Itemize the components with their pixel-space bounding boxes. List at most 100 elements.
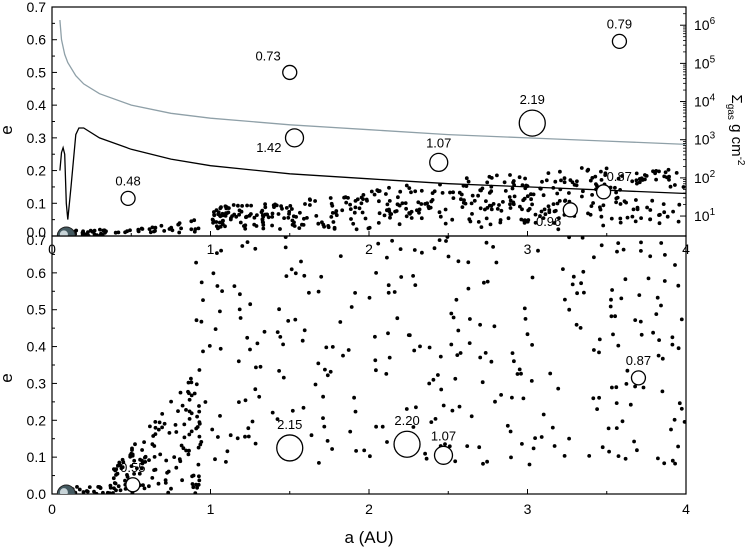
population-dot	[385, 202, 390, 207]
population-dot	[147, 227, 152, 232]
x-tick-label: 1	[207, 501, 215, 517]
right-tick-label: 106	[694, 16, 716, 33]
planet-marker	[282, 64, 298, 81]
population-dot	[348, 202, 352, 207]
population-dot	[657, 338, 661, 342]
population-dot	[367, 295, 372, 300]
population-dot	[411, 274, 415, 278]
population-dot	[196, 226, 201, 231]
population-dot	[228, 433, 233, 438]
population-dot	[385, 440, 389, 444]
population-dot	[466, 286, 471, 291]
population-dot	[611, 332, 615, 337]
population-dot	[111, 476, 116, 481]
planet-marker	[518, 109, 546, 137]
population-dot	[180, 403, 185, 408]
population-dot	[129, 464, 134, 468]
population-dot	[266, 215, 271, 220]
population-dot	[376, 221, 381, 225]
population-dot	[546, 204, 551, 209]
population-dot	[484, 216, 489, 221]
population-dot	[329, 215, 334, 219]
population-dot	[246, 426, 251, 431]
y-tick-label: 0.0	[27, 224, 47, 240]
y-tick-label: 0.4	[27, 97, 47, 113]
population-dot	[591, 201, 595, 205]
y-tick-label: 0.5	[27, 302, 47, 318]
population-dot	[225, 211, 230, 216]
population-dot	[136, 227, 141, 232]
population-dot	[620, 419, 625, 424]
population-dot	[278, 227, 282, 231]
population-dot	[623, 277, 628, 282]
population-dot	[672, 417, 677, 422]
population-dot	[533, 220, 538, 225]
population-dot	[533, 436, 537, 440]
population-dot	[456, 259, 461, 264]
population-dot	[163, 478, 168, 482]
y-tick-label: 0.0	[27, 486, 47, 502]
population-dot	[364, 197, 369, 202]
y-tick-label: 0.7	[27, 232, 47, 248]
population-dot	[633, 318, 638, 322]
population-dot	[245, 335, 250, 340]
population-dot	[220, 213, 225, 218]
population-dot	[197, 409, 202, 414]
population-dot	[114, 467, 119, 472]
population-dot	[238, 220, 243, 225]
planet-marker	[125, 477, 141, 493]
population-dot	[464, 176, 469, 181]
population-dot	[618, 216, 623, 221]
population-dot	[281, 342, 285, 347]
population-dot	[284, 274, 289, 278]
population-dot	[505, 423, 510, 428]
population-dot	[331, 220, 336, 224]
population-dot	[103, 230, 107, 235]
population-dot	[301, 405, 306, 410]
y-tick-label: 0.5	[27, 64, 47, 80]
population-dot	[157, 420, 162, 425]
population-dot	[618, 220, 623, 225]
population-dot	[543, 212, 548, 217]
population-dot	[132, 472, 137, 476]
plot-frame	[51, 6, 687, 237]
population-dot	[407, 186, 412, 191]
population-dot	[519, 371, 523, 376]
population-dot	[502, 180, 507, 185]
population-dot	[326, 224, 331, 228]
population-dot	[522, 218, 526, 223]
population-dot	[567, 191, 571, 195]
population-dot	[589, 204, 594, 209]
population-dot	[182, 422, 187, 427]
population-dot	[593, 174, 598, 179]
population-dot	[648, 217, 652, 222]
population-dot	[489, 184, 494, 189]
population-dot	[511, 180, 515, 185]
population-dot	[92, 489, 96, 494]
population-dot	[293, 271, 298, 276]
population-dot	[368, 454, 372, 459]
planet-mass-label: 0.48	[115, 173, 140, 188]
population-dot	[189, 411, 194, 416]
population-dot	[108, 485, 113, 490]
population-dot	[179, 226, 184, 231]
population-dot	[614, 401, 619, 405]
population-dot	[147, 458, 151, 462]
population-dot	[199, 319, 204, 324]
population-dots	[58, 236, 686, 494]
population-dot	[487, 191, 492, 195]
population-dot	[255, 341, 260, 346]
population-dot	[523, 186, 528, 191]
population-dot	[225, 449, 230, 454]
population-dot	[307, 290, 311, 295]
population-dot	[151, 434, 156, 438]
population-dot	[429, 199, 434, 204]
population-dot	[656, 353, 661, 358]
population-dot	[485, 459, 489, 464]
population-dot	[548, 371, 553, 376]
population-dot	[581, 189, 585, 194]
population-dot	[650, 198, 655, 203]
population-dot	[497, 203, 501, 207]
population-dot	[330, 211, 335, 215]
population-dot	[579, 281, 583, 286]
